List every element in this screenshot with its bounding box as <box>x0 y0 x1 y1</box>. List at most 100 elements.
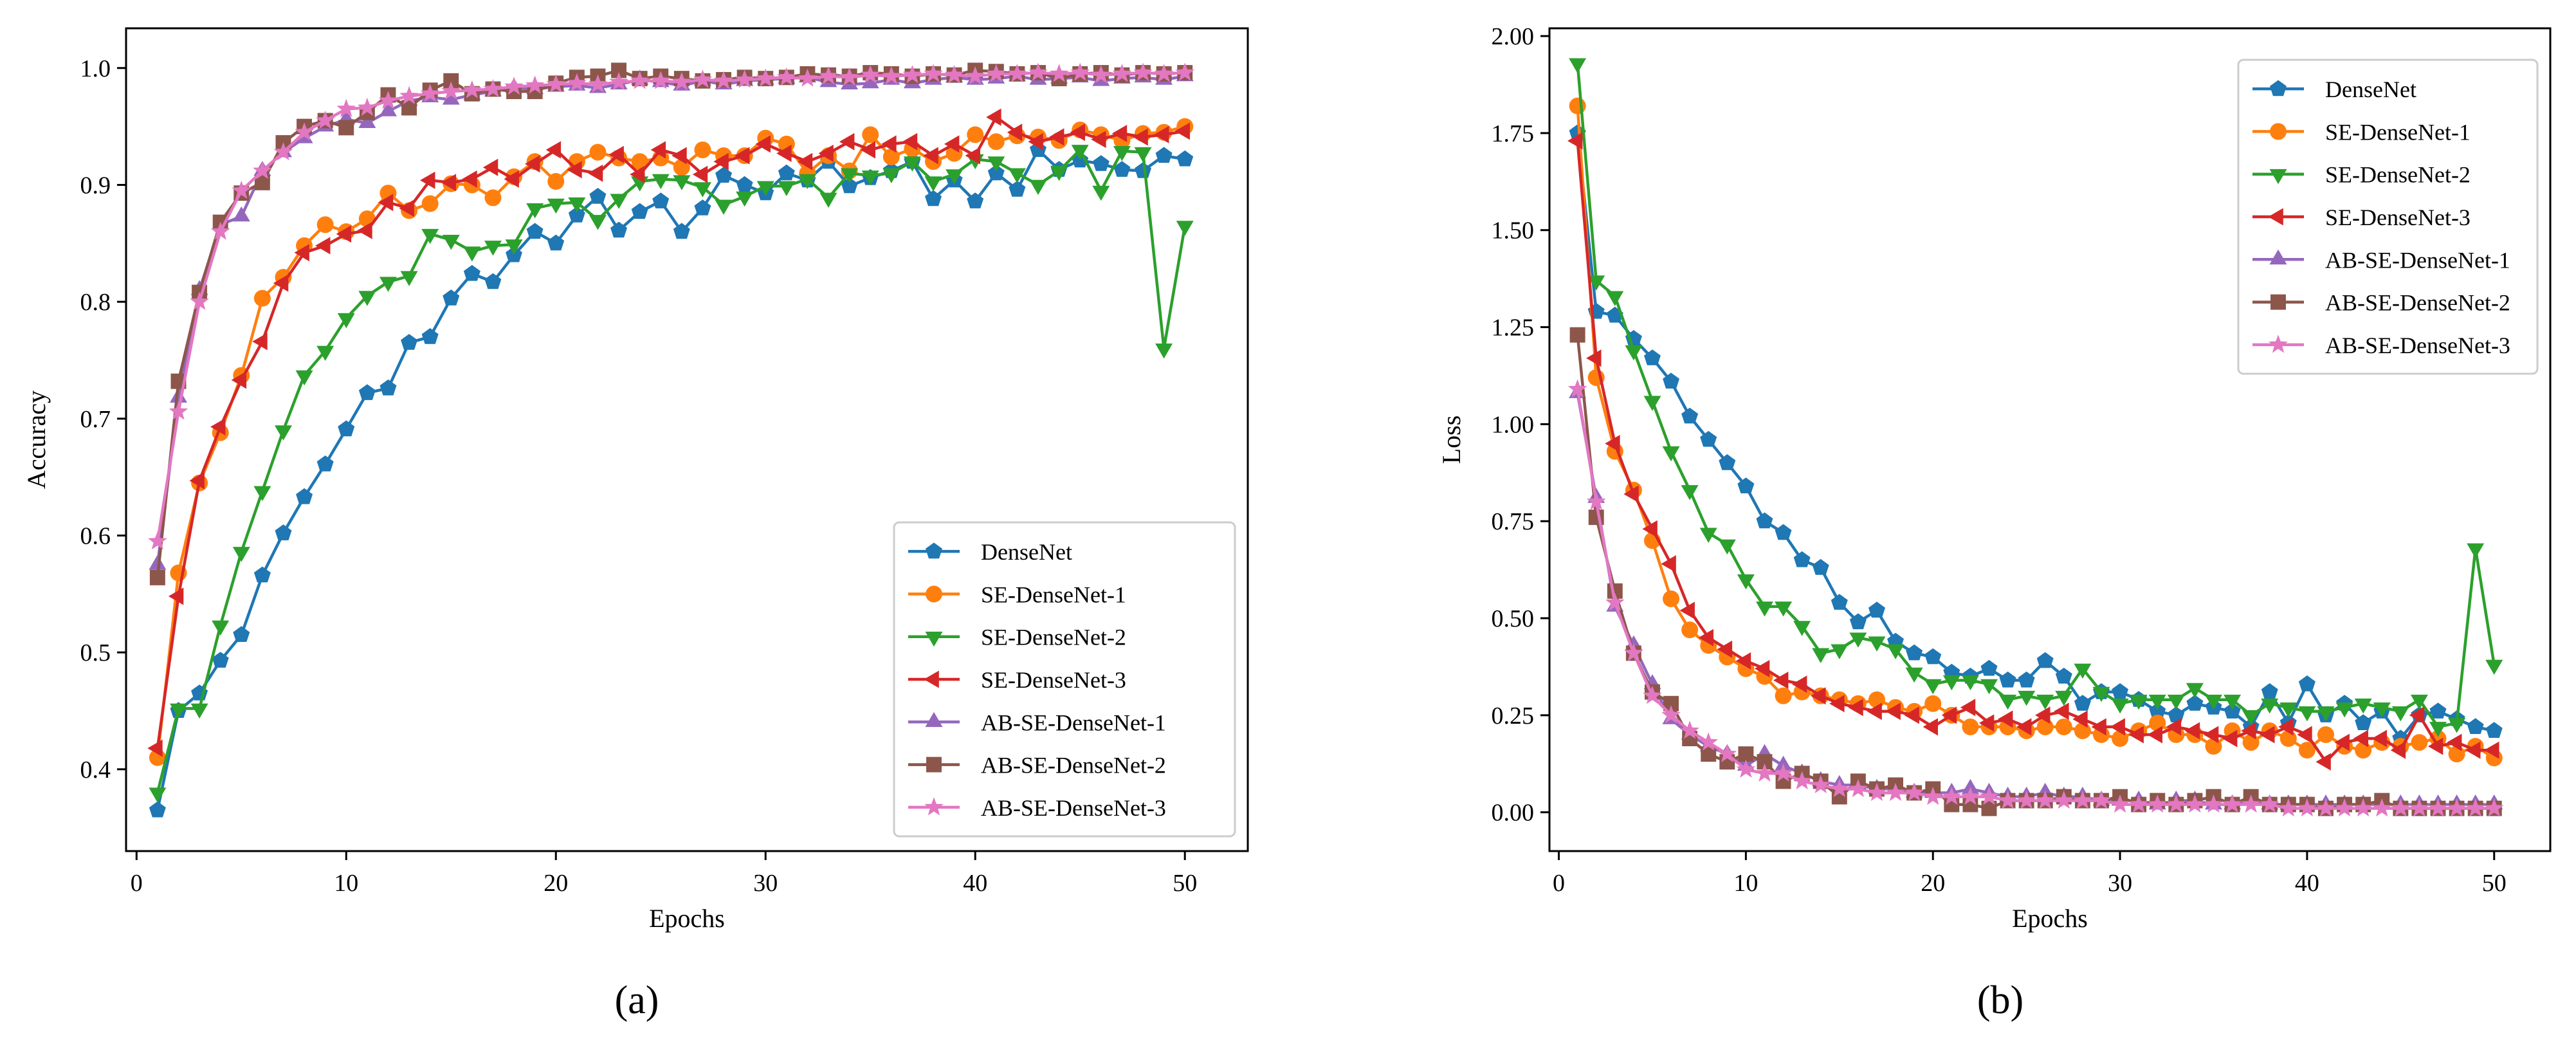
data-point <box>316 216 334 234</box>
data-point <box>841 168 859 183</box>
data-point <box>967 126 984 143</box>
x-tick-label: 10 <box>1733 870 1758 897</box>
data-point <box>987 64 1006 82</box>
data-point <box>1698 629 1713 647</box>
data-point <box>1924 648 1942 665</box>
data-point <box>210 221 230 240</box>
data-point <box>839 67 859 86</box>
data-point <box>525 155 540 173</box>
data-point <box>2391 798 2411 817</box>
data-point <box>149 787 167 803</box>
y-tick-label: 0.9 <box>80 172 111 199</box>
x-tick-label: 50 <box>2482 870 2507 897</box>
data-point <box>315 237 331 255</box>
x-tick-label: 20 <box>1921 870 1945 897</box>
data-point <box>1868 601 1885 618</box>
data-point <box>672 72 691 91</box>
data-point <box>881 135 897 153</box>
data-point <box>902 133 918 151</box>
data-point <box>399 86 419 104</box>
data-point <box>1154 64 1174 82</box>
data-point <box>2018 671 2035 688</box>
data-point <box>2297 726 2312 744</box>
data-point <box>631 203 648 219</box>
data-point <box>2316 798 2335 817</box>
data-point <box>1831 644 1849 659</box>
data-point <box>147 739 163 757</box>
data-point <box>1028 133 1043 151</box>
data-point <box>1567 132 1583 150</box>
data-point <box>2279 702 2297 718</box>
legend: DenseNet SE-DenseNet-1 SE-DenseNet-2 SE-Den… <box>2237 59 2539 375</box>
panel-label: (b) <box>1977 978 2023 1022</box>
data-point <box>1605 592 1625 611</box>
data-point <box>1980 659 1998 676</box>
data-point <box>2279 798 2298 817</box>
data-point <box>1569 58 1587 73</box>
legend-item: SE-DenseNet-1 <box>908 582 1126 607</box>
data-point <box>1941 706 1957 724</box>
data-point <box>1849 778 1868 798</box>
data-point <box>987 164 1005 181</box>
data-point <box>379 101 397 116</box>
legend-label: AB-SE-DenseNet-3 <box>981 795 1166 821</box>
data-point <box>1009 181 1026 197</box>
data-point <box>1905 782 1924 802</box>
data-point <box>2185 794 2205 813</box>
data-point <box>1007 124 1023 142</box>
data-point <box>463 264 480 281</box>
data-point <box>735 69 754 88</box>
data-point <box>2055 667 2072 684</box>
data-point <box>1719 454 1736 470</box>
data-point <box>1699 528 1717 543</box>
data-point <box>1174 122 1190 140</box>
data-point <box>253 161 272 179</box>
data-point <box>1049 64 1069 82</box>
y-tick-label: 2.00 <box>1492 23 1535 50</box>
legend-swatch-marker <box>924 797 944 816</box>
data-point <box>2148 794 2168 813</box>
data-point <box>1923 786 1943 805</box>
y-axis-label: Accuracy <box>22 390 51 489</box>
data-point <box>1999 671 2016 688</box>
data-point <box>1961 778 1979 794</box>
data-point <box>1755 763 1775 782</box>
data-point <box>694 199 711 216</box>
data-point <box>756 68 776 87</box>
data-point <box>483 78 503 98</box>
data-point <box>965 147 980 165</box>
data-point <box>714 71 733 89</box>
y-tick-label: 0.50 <box>1492 605 1535 632</box>
data-point <box>273 274 289 292</box>
data-point <box>1962 718 1979 735</box>
legend-label: SE-DenseNet-3 <box>981 667 1126 693</box>
data-point <box>2298 742 2316 759</box>
data-point <box>1792 675 1807 693</box>
data-point <box>315 110 335 129</box>
legend-swatch-marker <box>924 670 939 688</box>
y-axis-label: Loss <box>1437 416 1466 464</box>
data-point <box>2222 729 2238 748</box>
data-point <box>1886 644 1905 659</box>
data-point <box>2184 722 2200 740</box>
legend-label: AB-SE-DenseNet-3 <box>2325 333 2510 358</box>
data-point <box>1113 146 1131 161</box>
data-point <box>2204 794 2224 813</box>
data-point <box>693 69 713 88</box>
data-point <box>2224 702 2241 719</box>
data-point <box>1830 778 1849 798</box>
data-point <box>254 174 270 190</box>
y-tick-label: 0.25 <box>1492 702 1535 729</box>
data-point <box>2278 718 2294 736</box>
data-point <box>2447 733 2462 751</box>
data-point <box>1756 601 1773 617</box>
data-point <box>1071 145 1089 160</box>
data-point <box>861 65 881 84</box>
data-point <box>2186 695 2204 711</box>
data-point <box>338 120 354 136</box>
data-point <box>545 141 562 159</box>
data-point <box>1775 524 1792 540</box>
data-point <box>1756 512 1773 529</box>
data-point <box>630 165 645 183</box>
data-point <box>589 143 607 161</box>
